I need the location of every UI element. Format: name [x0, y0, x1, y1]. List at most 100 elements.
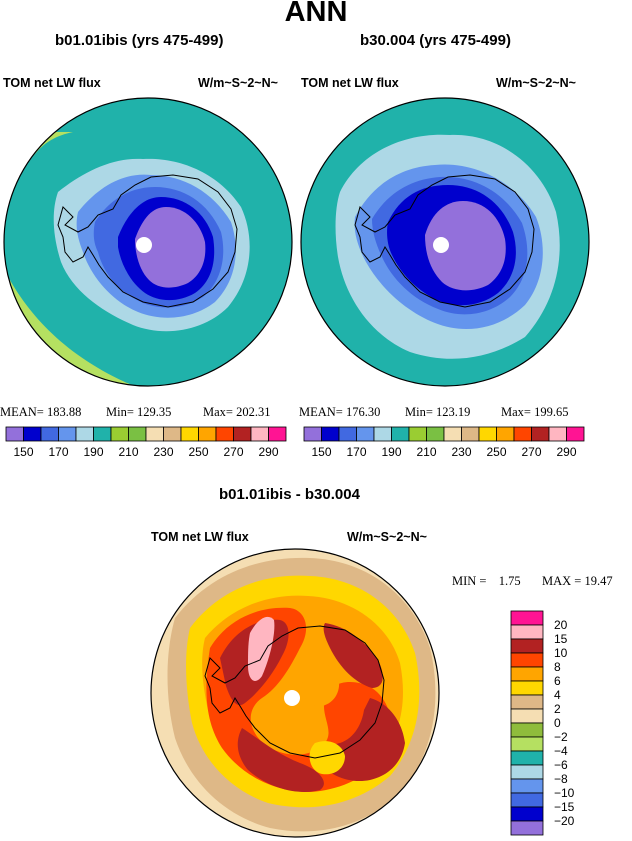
diff-legend-box: [510, 806, 544, 822]
panel2-min-value: 123.19: [436, 405, 471, 419]
panel2-polar-map: [300, 97, 590, 387]
panel1-colorbar-box: [163, 426, 182, 442]
diff-legend-box: [510, 736, 544, 752]
panel2-variable-label: TOM net LW flux: [301, 76, 399, 90]
panel2-colorbar-tick: 190: [381, 445, 402, 459]
panel1-colorbar-box: [233, 426, 252, 442]
diff-legend-box: [510, 666, 544, 682]
panel1-min-label: Min=: [106, 405, 134, 419]
panel2-colorbar-box: [531, 426, 550, 442]
panel2-case-title: b30.004 (yrs 475-499): [360, 32, 511, 49]
diff-title: b01.01ibis - b30.004: [219, 486, 360, 503]
panel2-colorbar-box: [548, 426, 567, 442]
panel2-colorbar-box: [496, 426, 515, 442]
figure-title: ANN: [284, 0, 348, 28]
panel2-mean-value: 176.30: [345, 405, 381, 419]
panel1-colorbar-tick: 190: [83, 445, 104, 459]
panel2-colorbar-box: [408, 426, 427, 442]
diff-min-label: MIN =: [452, 574, 487, 588]
diff-legend-box: [510, 638, 544, 654]
panel2-colorbar-tick: 250: [486, 445, 507, 459]
panel2-colorbar-box: [391, 426, 410, 442]
panel2-colorbar-box: [356, 426, 375, 442]
diff-legend-label: 8: [554, 660, 561, 674]
panel1-colorbar-box: [75, 426, 94, 442]
panel2-max-label: Max=: [501, 405, 531, 419]
panel2-colorbar-box: [443, 426, 462, 442]
diff-legend-box: [510, 610, 544, 626]
panel1-colorbar-box: [180, 426, 199, 442]
panel2-colorbar-box: [461, 426, 480, 442]
diff-max-value: 19.47: [584, 574, 613, 588]
panel2-colorbar-box: [426, 426, 445, 442]
diff-legend-box: [510, 820, 544, 836]
diff-legend-label: −8: [554, 772, 568, 786]
diff-legend-box: [510, 764, 544, 780]
diff-legend-box: [510, 708, 544, 724]
diff-legend-box: [510, 680, 544, 696]
panel1-colorbar-tick: 290: [258, 445, 279, 459]
diff-legend-box: [510, 652, 544, 668]
panel1-colorbar-tick: 270: [223, 445, 244, 459]
panel1-colorbar-box: [5, 426, 24, 442]
diff-legend-label: 4: [554, 688, 561, 702]
diff-legend-box: [510, 778, 544, 794]
panel1-colorbar-box: [128, 426, 147, 442]
panel1-mean-label: MEAN=: [0, 405, 44, 419]
diff-legend-label: 10: [554, 646, 568, 660]
panel2-colorbar-box: [373, 426, 392, 442]
diff-min-value: 1.75: [498, 574, 521, 588]
diff-legend-box: [510, 694, 544, 710]
panel1-polar-map: [3, 97, 293, 387]
diff-variable-label: TOM net LW flux: [151, 530, 249, 544]
panel2-max-value: 199.65: [534, 405, 569, 419]
panel2-colorbar-tick: 290: [556, 445, 577, 459]
panel2-colorbar-box: [566, 426, 585, 442]
panel1-colorbar-tick: 230: [153, 445, 174, 459]
panel2-colorbar-tick: 150: [311, 445, 332, 459]
diff-legend-label: −20: [554, 814, 575, 828]
panel1-units-label: W/m~S~2~N~: [198, 76, 278, 90]
panel2-colorbar-tick: 230: [451, 445, 472, 459]
diff-legend-label: −2: [554, 730, 568, 744]
panel2-colorbar-tick: 270: [521, 445, 542, 459]
diff-legend-box: [510, 722, 544, 738]
diff-legend-label: 2: [554, 702, 561, 716]
diff-colorbar: [510, 610, 544, 836]
diff-legend-box: [510, 750, 544, 766]
panel2-colorbar-box: [303, 426, 322, 442]
panel1-colorbar-box: [145, 426, 164, 442]
panel1-colorbar-box: [23, 426, 42, 442]
diff-units-label: W/m~S~2~N~: [347, 530, 427, 544]
panel1-max-label: Max=: [203, 405, 233, 419]
diff-legend-label: −15: [554, 800, 575, 814]
panel1-colorbar-box: [268, 426, 287, 442]
diff-legend-label: 20: [554, 618, 568, 632]
diff-legend-label: −6: [554, 758, 568, 772]
panel1-case-title: b01.01ibis (yrs 475-499): [55, 32, 224, 49]
diff-polar-map: [150, 548, 440, 838]
panel2-units-label: W/m~S~2~N~: [496, 76, 576, 90]
panel1-colorbar-box: [93, 426, 112, 442]
panel1-colorbar-box: [250, 426, 269, 442]
panel1-variable-label: TOM net LW flux: [3, 76, 101, 90]
panel1-max-value: 202.31: [236, 405, 271, 419]
panel1-colorbar-tick: 250: [188, 445, 209, 459]
diff-max-label: MAX =: [542, 574, 582, 588]
panel1-colorbar: [5, 426, 287, 442]
panel2-min-label: Min=: [405, 405, 433, 419]
panel2-colorbar-box: [321, 426, 340, 442]
panel2-colorbar-box: [338, 426, 357, 442]
diff-legend-label: 0: [554, 716, 561, 730]
diff-legend-label: 6: [554, 674, 561, 688]
panel2-colorbar-box: [478, 426, 497, 442]
panel2-colorbar-box: [513, 426, 532, 442]
panel1-colorbar-tick: 210: [118, 445, 139, 459]
panel1-colorbar-box: [110, 426, 129, 442]
panel2-colorbar: [303, 426, 585, 442]
panel1-colorbar-tick: 150: [13, 445, 34, 459]
panel2-colorbar-tick: 210: [416, 445, 437, 459]
panel1-colorbar-box: [58, 426, 77, 442]
panel1-colorbar-box: [198, 426, 217, 442]
diff-legend-box: [510, 792, 544, 808]
